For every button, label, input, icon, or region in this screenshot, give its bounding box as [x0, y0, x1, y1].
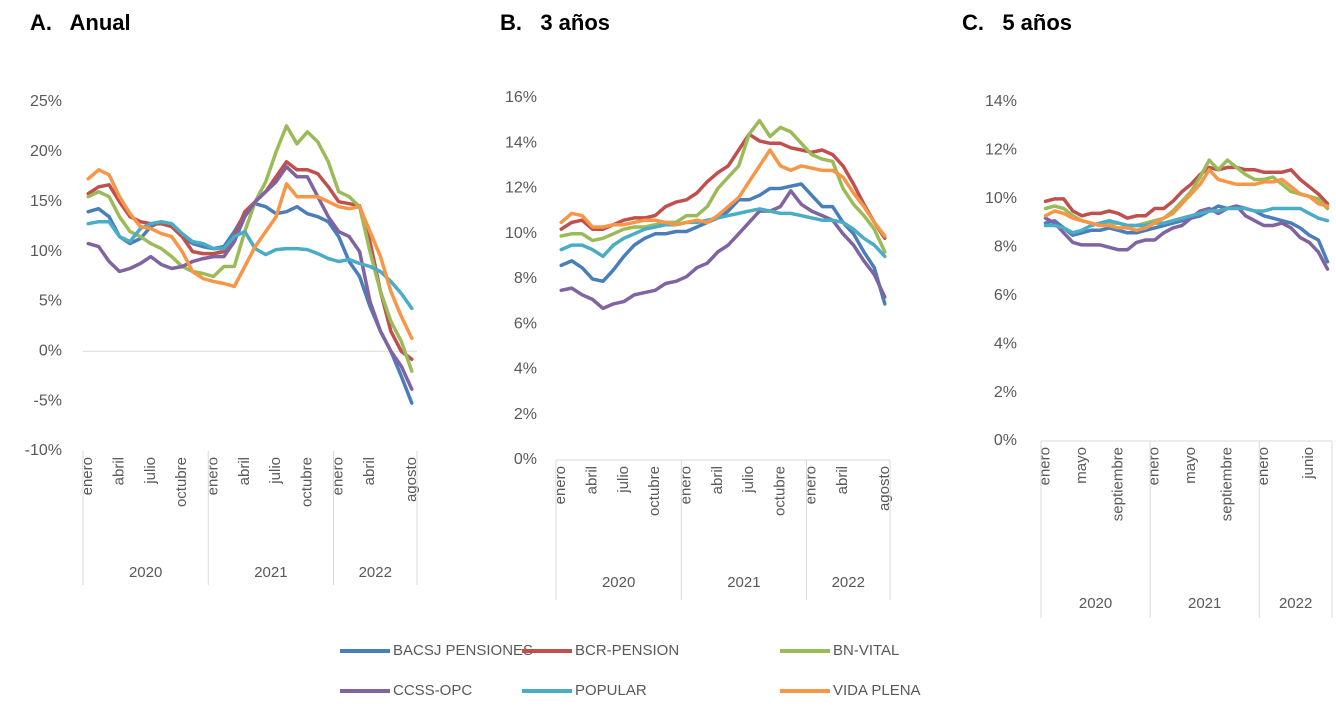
x-tick-label: abril	[111, 457, 128, 485]
x-tick-label: enero	[204, 457, 221, 495]
x-tick-label: enero	[79, 457, 96, 495]
x-tick-label: abril	[236, 457, 253, 485]
group-label: 2022	[832, 574, 865, 591]
group-label: 2021	[254, 564, 287, 581]
y-tick-label: 0%	[39, 343, 62, 360]
panel-title: C. 5 años	[962, 10, 1072, 35]
series-line	[86, 160, 414, 362]
y-tick-label: 2%	[994, 384, 1017, 401]
series-line	[86, 168, 414, 341]
x-tick-label: enero	[552, 466, 569, 504]
x-tick-label: octubre	[173, 457, 190, 507]
series-line	[1043, 204, 1330, 264]
x-tick-label: agosto	[403, 457, 420, 502]
legend-label: BACSJ PENSIONES	[393, 642, 533, 659]
x-tick-label: mayo	[1073, 447, 1090, 484]
panel: A. Anual -10% -5% 0% 5% 10% 15% 20% 25% enero abri…	[25, 10, 420, 585]
x-tick-label: enero	[677, 466, 694, 504]
series-line	[1043, 165, 1330, 220]
y-tick-label: 4%	[994, 335, 1017, 352]
legend: BACSJ PENSIONES BCR-PENSION BN-VITAL CCSS-O…	[340, 642, 921, 699]
group-label: 2020	[129, 564, 162, 581]
y-tick-label: 10%	[30, 243, 62, 260]
y-tick-label: 12%	[985, 142, 1017, 159]
panel: B. 3 años 0% 2% 4% 6% 8% 10% 12% 14% 16% enero abri…	[500, 10, 893, 600]
y-tick-label: 4%	[514, 361, 537, 378]
y-tick-label: 14%	[985, 93, 1017, 110]
legend-label: VIDA PLENA	[833, 682, 921, 699]
y-tick-label: 15%	[30, 193, 62, 210]
legend-label: BN-VITAL	[833, 642, 899, 659]
legend-label: CCSS-OPC	[393, 682, 472, 699]
group-label: 2020	[602, 574, 635, 591]
x-tick-label: mayo	[1182, 447, 1199, 484]
y-tick-label: 8%	[994, 239, 1017, 256]
panel-title: A. Anual	[30, 10, 131, 35]
x-tick-label: enero	[1037, 447, 1054, 485]
y-tick-label: 10%	[985, 190, 1017, 207]
series-line	[559, 148, 887, 238]
y-tick-label: 10%	[505, 225, 537, 242]
y-tick-label: 14%	[505, 134, 537, 151]
series-line	[86, 124, 414, 373]
x-tick-label: julio	[142, 457, 159, 485]
x-tick-label: agosto	[876, 466, 893, 511]
group-label: 2021	[1188, 595, 1221, 612]
y-tick-label: 6%	[514, 315, 537, 332]
x-tick-label: abril	[584, 466, 601, 494]
series-line	[86, 165, 414, 391]
x-tick-label: abril	[834, 466, 851, 494]
x-tick-label: octubre	[298, 457, 315, 507]
y-tick-label: 6%	[994, 287, 1017, 304]
y-tick-label: 16%	[505, 89, 537, 106]
y-tick-label: -5%	[34, 392, 62, 409]
y-tick-label: 20%	[30, 143, 62, 160]
x-tick-label: julio	[267, 457, 284, 485]
x-tick-label: septiembre	[1218, 447, 1235, 521]
group-label: 2022	[1279, 595, 1312, 612]
y-tick-label: 0%	[994, 432, 1017, 449]
y-tick-label: -10%	[25, 442, 62, 459]
series-line	[559, 207, 887, 259]
legend-label: POPULAR	[575, 682, 647, 699]
panel: C. 5 años 0% 2% 4% 6% 8% 10% 12% 14% enero mayo sep…	[962, 10, 1333, 618]
panel-title: B. 3 años	[500, 10, 610, 35]
x-tick-label: abril	[709, 466, 726, 494]
y-tick-label: 0%	[514, 451, 537, 468]
series-line	[559, 118, 887, 254]
y-tick-label: 2%	[514, 406, 537, 423]
series-line	[1043, 204, 1330, 271]
x-tick-label: enero	[803, 466, 820, 504]
x-tick-label: octubre	[646, 466, 663, 516]
y-tick-label: 25%	[30, 93, 62, 110]
x-tick-label: julio	[740, 466, 757, 494]
series-line	[559, 182, 887, 306]
x-tick-label: abril	[361, 457, 378, 485]
group-label: 2022	[359, 564, 392, 581]
x-tick-label: enero	[1146, 447, 1163, 485]
legend-label: BCR-PENSION	[575, 642, 679, 659]
x-tick-label: julio	[615, 466, 632, 494]
y-tick-label: 8%	[514, 270, 537, 287]
x-tick-label: junio	[1300, 447, 1317, 480]
y-tick-label: 12%	[505, 180, 537, 197]
series-line	[1043, 168, 1330, 233]
group-label: 2021	[727, 574, 760, 591]
x-tick-label: septiembre	[1109, 447, 1126, 521]
x-tick-label: enero	[1255, 447, 1272, 485]
x-tick-label: enero	[330, 457, 347, 495]
group-label: 2020	[1079, 595, 1112, 612]
x-tick-label: octubre	[771, 466, 788, 516]
y-tick-label: 5%	[39, 293, 62, 310]
